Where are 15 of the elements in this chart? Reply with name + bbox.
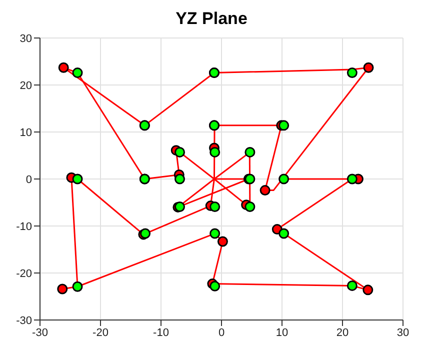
x-tick-label: 10 [276, 326, 288, 339]
y-tick-label: 0 [26, 174, 32, 186]
chart-title: YZ Plane [174, 8, 248, 30]
x-tick-label: 0 [218, 326, 225, 339]
x-tick-label: -10 [153, 326, 169, 339]
y-tick-label: 20 [20, 80, 32, 92]
y-tick-label: -10 [16, 220, 32, 233]
x-tick-label: 20 [336, 326, 349, 339]
y-tick-label: -20 [16, 268, 32, 280]
x-tick-label: -20 [92, 326, 108, 339]
y-tick-label: -30 [16, 314, 32, 327]
y-tick-label: 10 [20, 126, 32, 139]
x-tick-label: -30 [32, 326, 48, 339]
y-tick-label: 30 [20, 32, 32, 45]
x-tick-label: 30 [396, 326, 410, 339]
